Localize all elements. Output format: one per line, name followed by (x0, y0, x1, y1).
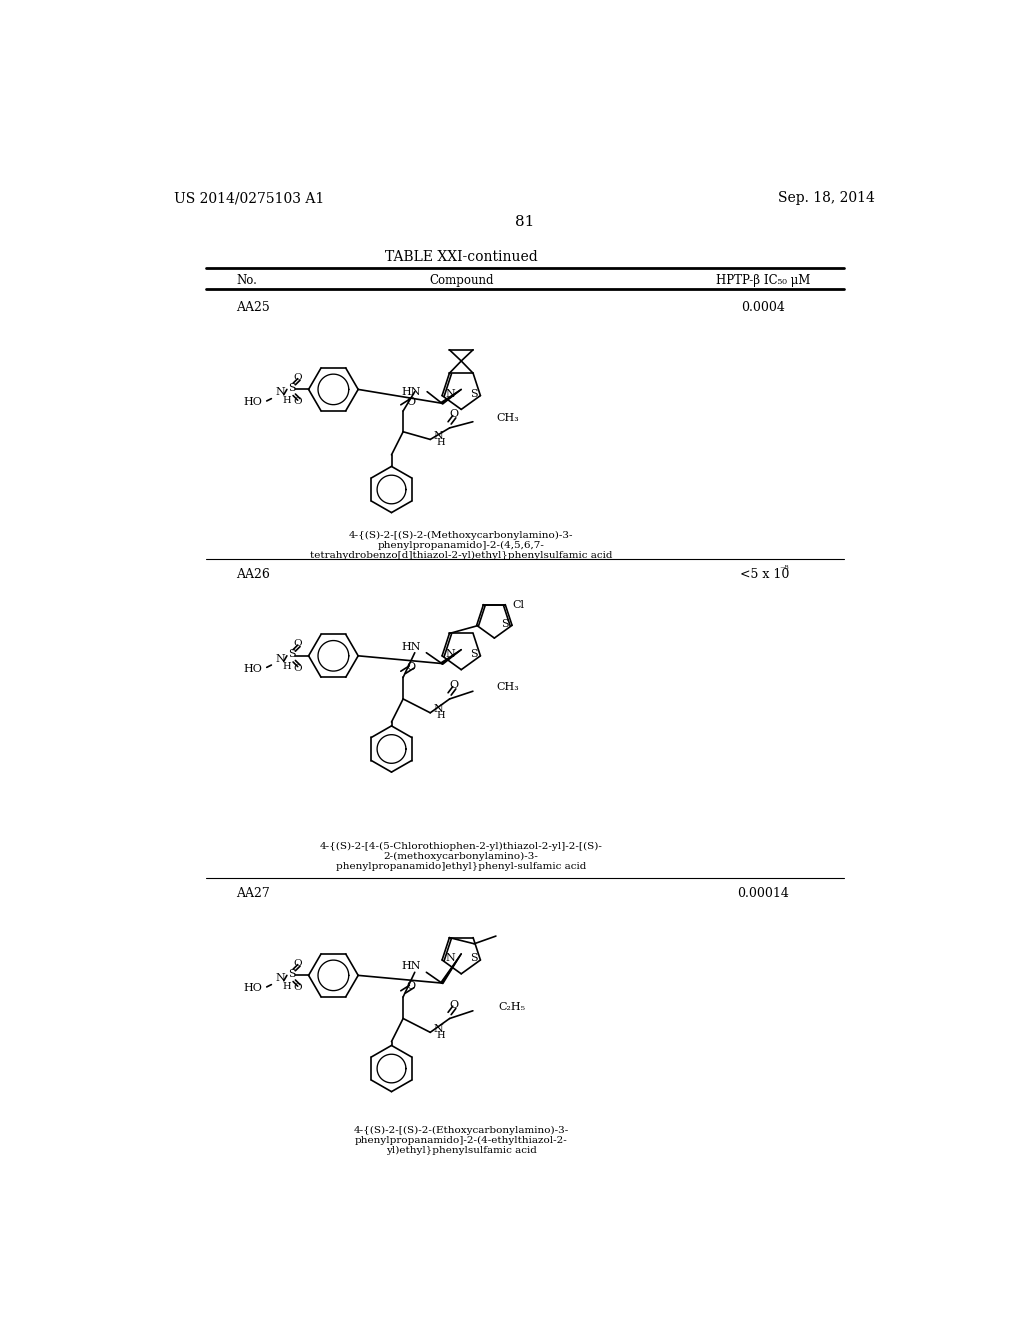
Text: O: O (294, 958, 302, 968)
Polygon shape (441, 954, 461, 983)
Text: S: S (288, 383, 295, 393)
Text: phenylpropanamido]-2-(4-ethylthiazol-2-: phenylpropanamido]-2-(4-ethylthiazol-2- (355, 1137, 567, 1146)
Polygon shape (441, 389, 461, 404)
Text: HO: HO (244, 664, 262, 675)
Text: tetrahydrobenzo[d]thiazol-2-yl)ethyl}phenylsulfamic acid: tetrahydrobenzo[d]thiazol-2-yl)ethyl}phe… (310, 552, 612, 560)
Text: HO: HO (244, 397, 262, 408)
Text: HN: HN (401, 387, 421, 397)
Text: 4-{(S)-2-[4-(5-Chlorothiophen-2-yl)thiazol-2-yl]-2-[(S)-: 4-{(S)-2-[4-(5-Chlorothiophen-2-yl)thiaz… (319, 841, 603, 850)
Text: S: S (288, 969, 295, 979)
Text: O: O (294, 397, 302, 407)
Text: N: N (275, 653, 286, 664)
Text: No.: No. (237, 273, 257, 286)
Text: 0.00014: 0.00014 (737, 887, 790, 900)
Text: AA26: AA26 (237, 568, 270, 581)
Text: TABLE XXI-continued: TABLE XXI-continued (385, 249, 538, 264)
Text: S: S (502, 619, 509, 628)
Text: N: N (275, 388, 286, 397)
Text: 0.0004: 0.0004 (741, 301, 785, 314)
Text: H: H (283, 663, 291, 671)
Text: HPTP-β IC₅₀ μM: HPTP-β IC₅₀ μM (717, 273, 811, 286)
Text: S: S (470, 953, 477, 964)
Text: O: O (294, 639, 302, 648)
Text: O: O (294, 983, 302, 993)
Text: O: O (407, 661, 416, 672)
Text: HO: HO (244, 983, 262, 994)
Text: O: O (407, 981, 416, 991)
Text: HN: HN (401, 642, 421, 652)
Text: O: O (449, 680, 458, 690)
Text: Compound: Compound (429, 273, 494, 286)
Text: O: O (294, 664, 302, 673)
Text: S: S (470, 389, 477, 399)
Text: US 2014/0275103 A1: US 2014/0275103 A1 (174, 191, 325, 206)
Polygon shape (441, 649, 461, 664)
Text: 4-{(S)-2-[(S)-2-(Methoxycarbonylamino)-3-: 4-{(S)-2-[(S)-2-(Methoxycarbonylamino)-3… (349, 531, 573, 540)
Text: Cl: Cl (513, 599, 525, 610)
Text: ⁻⁸: ⁻⁸ (779, 565, 788, 574)
Text: O: O (449, 999, 458, 1010)
Text: S: S (470, 649, 477, 659)
Text: C₂H₅: C₂H₅ (499, 1002, 525, 1012)
Text: N: N (446, 389, 456, 399)
Text: H: H (436, 711, 444, 721)
Text: O: O (407, 397, 416, 407)
Text: H: H (436, 1031, 444, 1040)
Text: N: N (433, 430, 443, 441)
Text: H: H (283, 982, 291, 990)
Text: N: N (275, 973, 286, 983)
Text: 2-(methoxycarbonylamino)-3-: 2-(methoxycarbonylamino)-3- (384, 851, 539, 861)
Text: <5 x 10: <5 x 10 (740, 568, 790, 581)
Text: phenylpropanamido]-2-(4,5,6,7-: phenylpropanamido]-2-(4,5,6,7- (378, 541, 545, 550)
Text: H: H (283, 396, 291, 405)
Text: O: O (449, 409, 458, 418)
Text: 4-{(S)-2-[(S)-2-(Ethoxycarbonylamino)-3-: 4-{(S)-2-[(S)-2-(Ethoxycarbonylamino)-3- (353, 1126, 569, 1135)
Text: AA25: AA25 (237, 301, 270, 314)
Text: S: S (288, 649, 295, 659)
Text: N: N (433, 1023, 443, 1034)
Text: phenylpropanamido]ethyl}phenyl-sulfamic acid: phenylpropanamido]ethyl}phenyl-sulfamic … (336, 862, 587, 870)
Text: CH₃: CH₃ (496, 413, 519, 422)
Text: H: H (436, 438, 444, 447)
Text: O: O (294, 372, 302, 381)
Text: Sep. 18, 2014: Sep. 18, 2014 (778, 191, 876, 206)
Text: N: N (446, 649, 456, 659)
Text: N: N (433, 704, 443, 714)
Text: yl)ethyl}phenylsulfamic acid: yl)ethyl}phenylsulfamic acid (386, 1146, 537, 1155)
Text: 81: 81 (515, 215, 535, 228)
Text: AA27: AA27 (237, 887, 270, 900)
Text: N: N (446, 953, 456, 964)
Text: CH₃: CH₃ (496, 682, 519, 693)
Text: HN: HN (401, 961, 421, 972)
